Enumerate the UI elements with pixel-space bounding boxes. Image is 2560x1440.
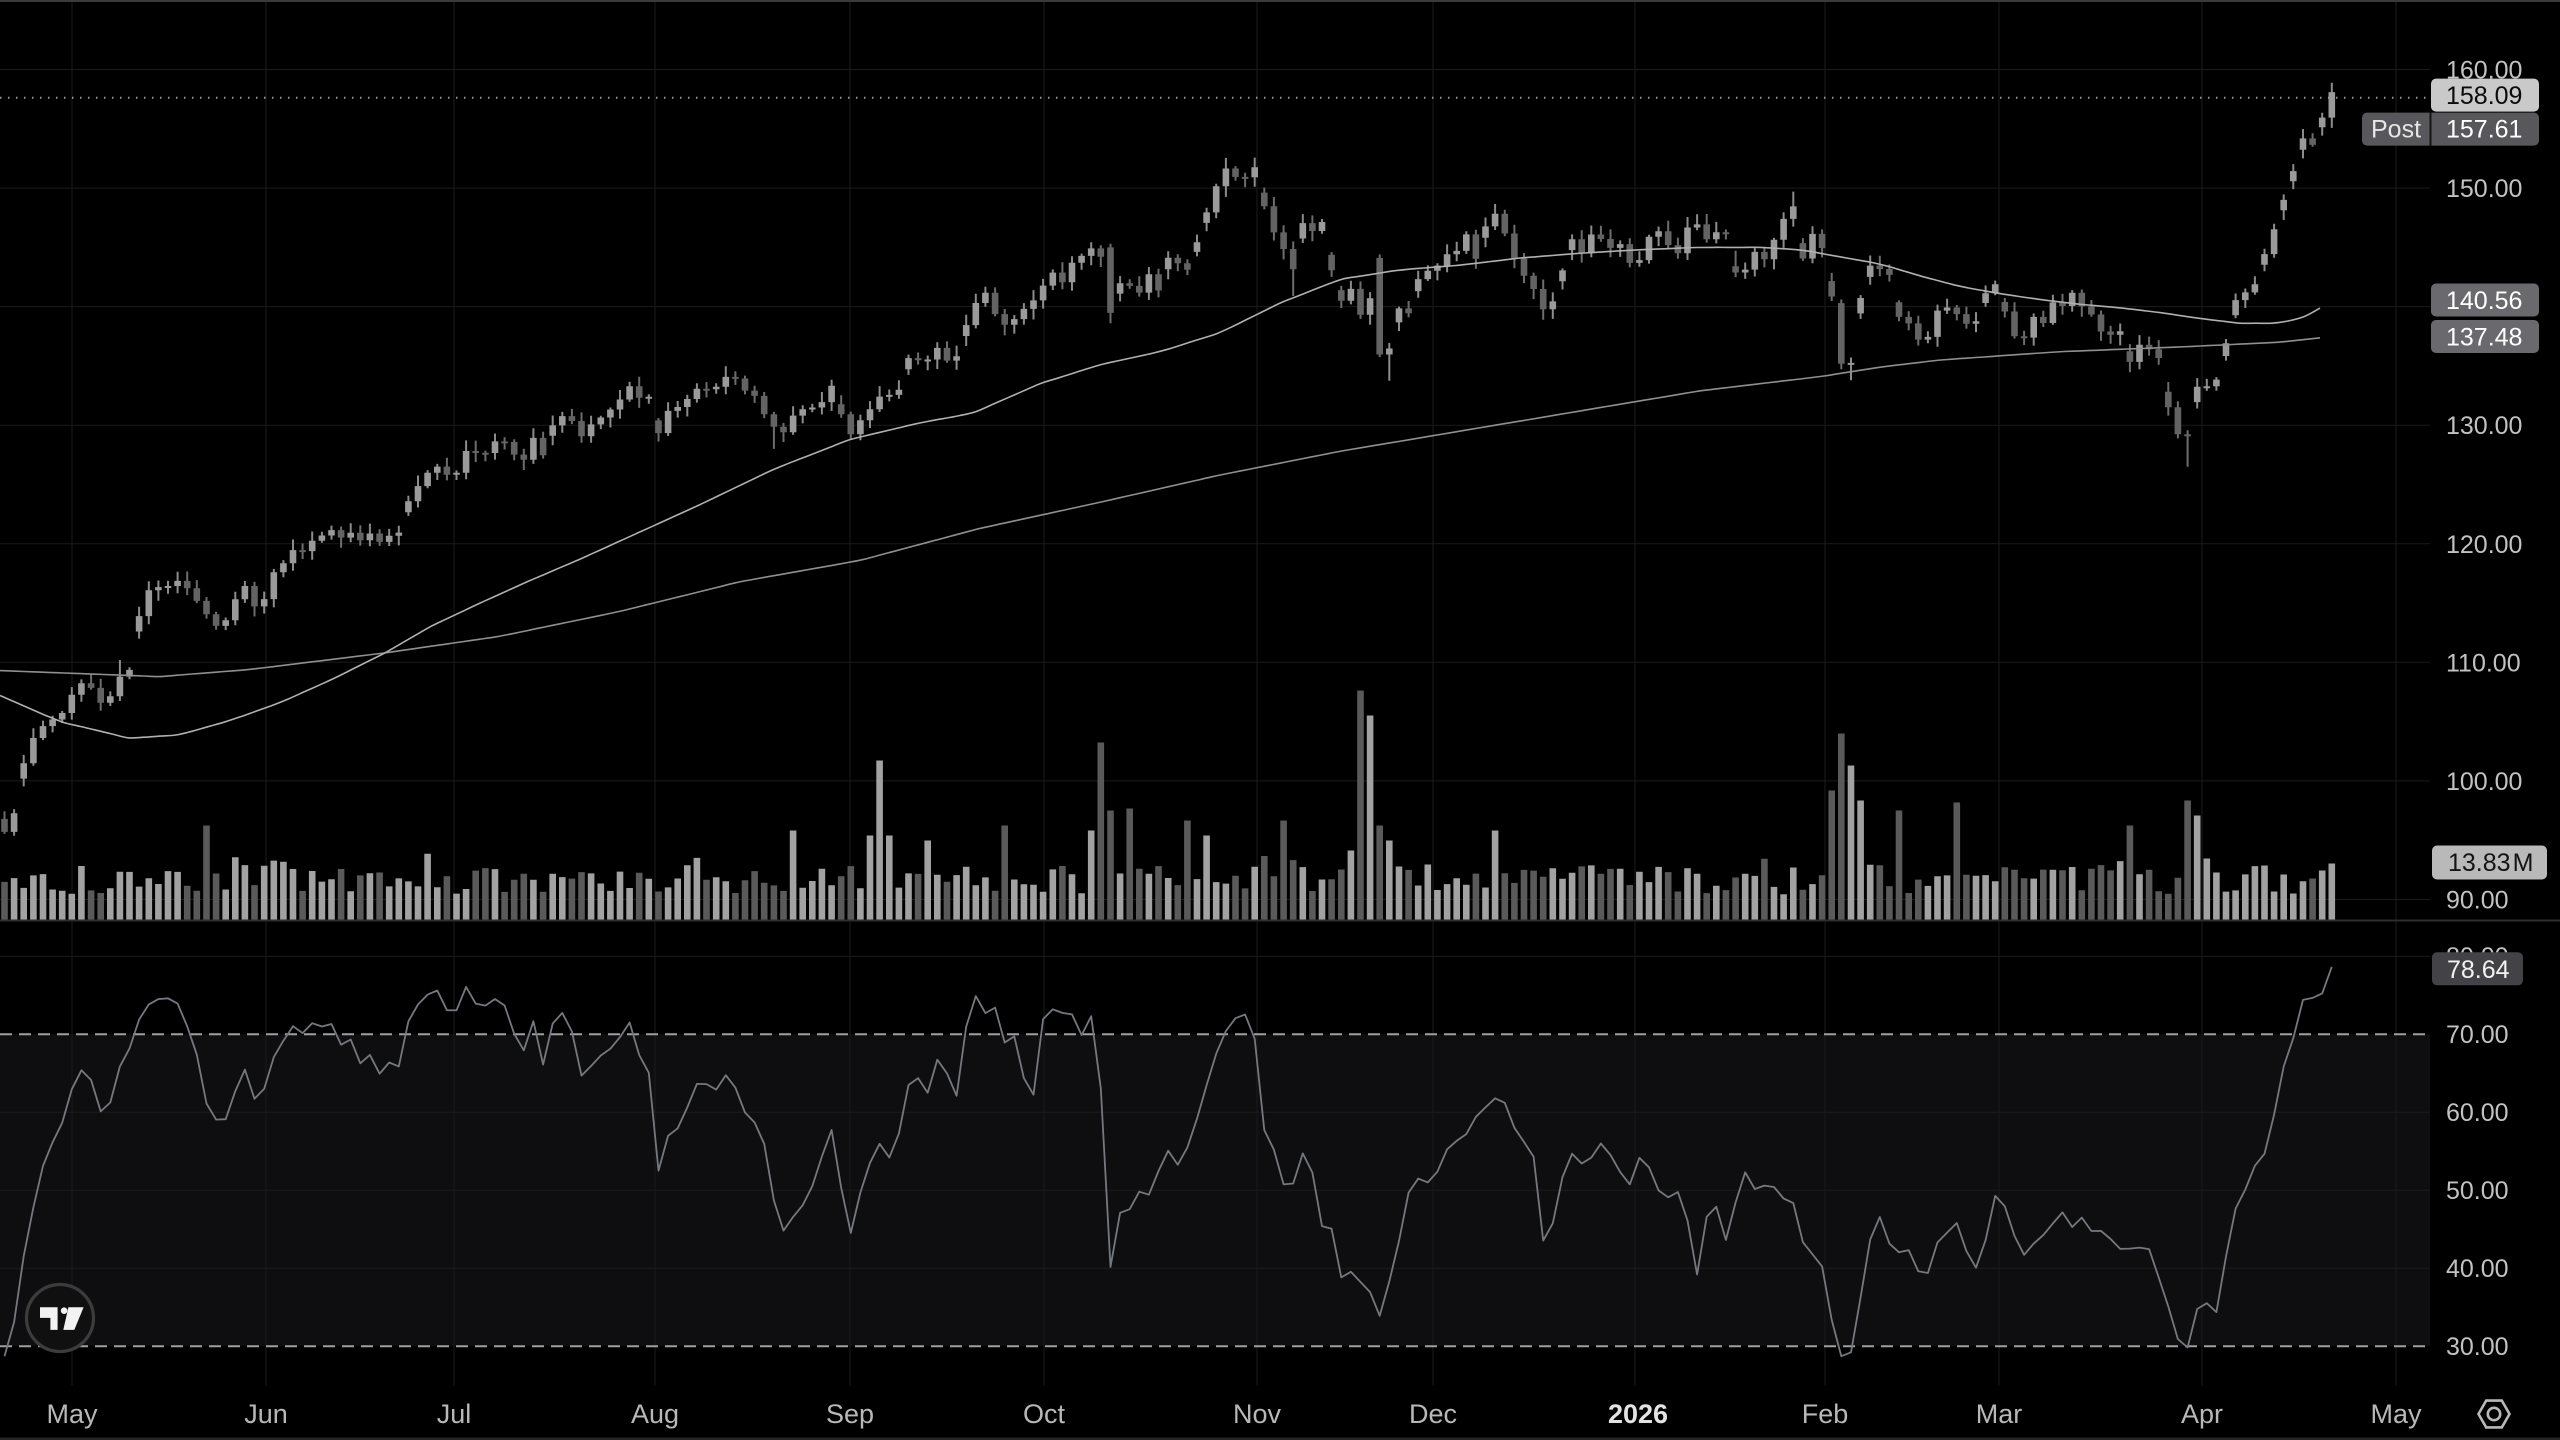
svg-text:100.00: 100.00	[2446, 768, 2522, 796]
svg-text:Mar: Mar	[1976, 1399, 2023, 1429]
svg-text:May: May	[2370, 1399, 2422, 1429]
svg-text:150.00: 150.00	[2446, 175, 2522, 203]
svg-text:78.64: 78.64	[2447, 956, 2510, 984]
svg-text:Apr: Apr	[2181, 1399, 2223, 1429]
svg-text:Aug: Aug	[631, 1399, 679, 1429]
svg-text:137.48: 137.48	[2446, 324, 2522, 352]
svg-text:Oct: Oct	[1023, 1399, 1066, 1429]
svg-text:158.09: 158.09	[2446, 82, 2522, 110]
svg-text:13.83 M: 13.83 M	[2448, 849, 2533, 877]
svg-text:Jun: Jun	[244, 1399, 288, 1429]
svg-text:Feb: Feb	[1802, 1399, 1849, 1429]
svg-text:90.00: 90.00	[2446, 887, 2509, 915]
svg-text:Post: Post	[2371, 116, 2421, 144]
svg-text:70.00: 70.00	[2446, 1021, 2509, 1049]
svg-text:130.00: 130.00	[2446, 412, 2522, 440]
svg-text:Dec: Dec	[1409, 1399, 1457, 1429]
svg-text:110.00: 110.00	[2446, 649, 2521, 677]
svg-text:30.00: 30.00	[2446, 1333, 2509, 1361]
svg-text:140.56: 140.56	[2446, 287, 2522, 315]
svg-text:Nov: Nov	[1233, 1399, 1282, 1429]
svg-text:May: May	[46, 1399, 98, 1429]
svg-text:40.00: 40.00	[2446, 1255, 2509, 1283]
svg-text:50.00: 50.00	[2446, 1177, 2509, 1205]
svg-text:Sep: Sep	[826, 1399, 874, 1429]
svg-text:Jul: Jul	[437, 1399, 472, 1429]
svg-text:157.61: 157.61	[2446, 116, 2522, 144]
svg-text:2026: 2026	[1608, 1399, 1668, 1429]
svg-text:60.00: 60.00	[2446, 1099, 2509, 1127]
svg-text:120.00: 120.00	[2446, 531, 2522, 559]
